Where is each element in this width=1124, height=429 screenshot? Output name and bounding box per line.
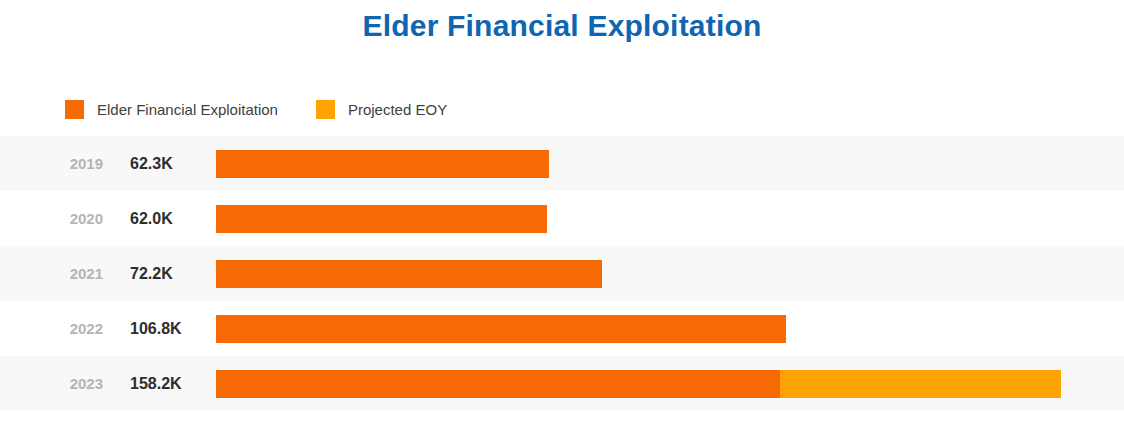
year-label: 2020 bbox=[0, 210, 103, 227]
chart-row: 2020 62.0K bbox=[0, 191, 1124, 246]
bar-track bbox=[216, 370, 1124, 398]
bar-actual[interactable] bbox=[216, 315, 786, 343]
legend-swatch bbox=[316, 100, 335, 119]
legend-swatch bbox=[65, 100, 84, 119]
legend: Elder Financial Exploitation Projected E… bbox=[65, 100, 1124, 119]
chart-row: 2023 158.2K bbox=[0, 356, 1124, 411]
value-label: 62.3K bbox=[130, 155, 216, 173]
chart-title: Elder Financial Exploitation bbox=[0, 8, 1124, 44]
bar-actual[interactable] bbox=[216, 205, 547, 233]
year-label: 2023 bbox=[0, 375, 103, 392]
legend-item[interactable]: Projected EOY bbox=[316, 100, 447, 119]
year-label: 2021 bbox=[0, 265, 103, 282]
legend-item[interactable]: Elder Financial Exploitation bbox=[65, 100, 278, 119]
value-label: 72.2K bbox=[130, 265, 216, 283]
bar-actual[interactable] bbox=[216, 260, 602, 288]
chart-row: 2019 62.3K bbox=[0, 136, 1124, 191]
bar-projected[interactable] bbox=[780, 370, 1061, 398]
chart-row: 2022 106.8K bbox=[0, 301, 1124, 356]
chart-container: Elder Financial Exploitation Elder Finan… bbox=[0, 0, 1124, 429]
bar-track bbox=[216, 315, 1124, 343]
bar-track bbox=[216, 205, 1124, 233]
bar-actual[interactable] bbox=[216, 150, 549, 178]
year-label: 2019 bbox=[0, 155, 103, 172]
bar-actual[interactable] bbox=[216, 370, 780, 398]
value-label: 62.0K bbox=[130, 210, 216, 228]
bar-chart: 2019 62.3K 2020 62.0K 2021 72.2K 2022 10… bbox=[0, 136, 1124, 411]
legend-label: Projected EOY bbox=[348, 100, 447, 119]
value-label: 106.8K bbox=[130, 320, 216, 338]
year-label: 2022 bbox=[0, 320, 103, 337]
bar-track bbox=[216, 260, 1124, 288]
chart-row: 2021 72.2K bbox=[0, 246, 1124, 301]
value-label: 158.2K bbox=[130, 375, 216, 393]
legend-label: Elder Financial Exploitation bbox=[97, 100, 278, 119]
bar-track bbox=[216, 150, 1124, 178]
